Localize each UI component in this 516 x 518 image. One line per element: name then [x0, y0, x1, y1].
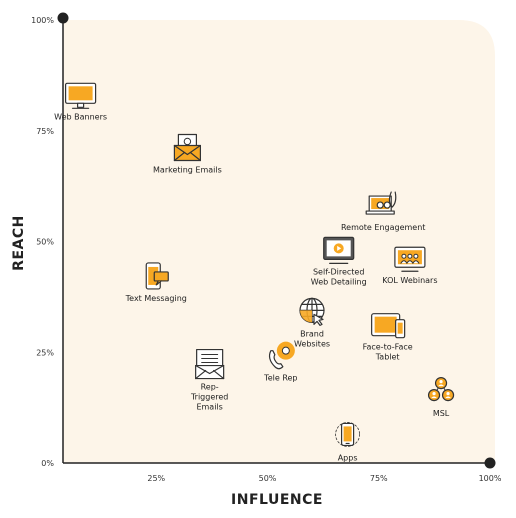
data-point-rep-triggered-emails: Rep-Triggered Emails	[190, 348, 228, 412]
data-label-kol-webinars: KOL Webinars	[382, 276, 437, 285]
tele-rep-icon	[268, 341, 295, 370]
y-tick-label: 75%	[36, 127, 54, 136]
data-point-text-messaging: Text Messaging	[125, 262, 187, 303]
y-tick-label: 25%	[36, 348, 54, 357]
x-tick-label: 25%	[147, 474, 165, 483]
y-tick-label: 100%	[31, 16, 54, 25]
data-point-face-to-face-tablet: Face-to-Face Tablet	[363, 313, 413, 362]
x-axis-end-dot	[484, 457, 496, 469]
data-label-remote-engagement: Remote Engagement	[341, 223, 425, 232]
phone-chat-icon	[145, 262, 169, 290]
data-point-kol-webinars: KOL Webinars	[382, 246, 438, 285]
data-label-self-directed-web-detailing: Self-Directed Web Detailing	[311, 267, 367, 286]
data-point-remote-engagement: Remote Engagement	[341, 191, 425, 232]
tablet-icon	[371, 313, 406, 339]
y-axis-title: REACH	[11, 215, 27, 271]
video-monitor-icon	[323, 236, 355, 264]
webinar-icon	[394, 246, 426, 272]
laptop-stethoscope-icon	[365, 191, 397, 215]
data-label-marketing-emails: Marketing Emails	[153, 165, 222, 174]
y-axis-end-dot	[57, 12, 69, 24]
y-tick-label: 50%	[36, 238, 54, 247]
globe-icon	[299, 297, 325, 326]
data-label-web-banners: Web Banners	[54, 112, 107, 121]
email-icon	[173, 133, 201, 162]
data-point-web-banners: Web Banners	[54, 82, 107, 121]
data-point-apps: Apps	[335, 422, 361, 462]
data-point-marketing-emails: Marketing Emails	[153, 133, 222, 174]
data-label-text-messaging: Text Messaging	[125, 294, 187, 303]
x-tick-label: 50%	[259, 474, 277, 483]
plot-background	[63, 20, 495, 463]
mobile-app-icon	[335, 422, 361, 447]
y-tick-label: 0%	[41, 459, 54, 468]
data-label-brand-websites: Brand Websites	[294, 329, 330, 348]
data-label-rep-triggered-emails: Rep-Triggered Emails	[190, 383, 228, 412]
x-axis-title: INFLUENCE	[231, 492, 323, 508]
inbox-icon	[195, 348, 225, 380]
data-label-tele-rep: Tele Rep	[263, 374, 297, 383]
x-tick-label: 100%	[479, 474, 502, 483]
data-point-self-directed-web-detailing: Self-Directed Web Detailing	[311, 236, 367, 286]
monitor-icon	[64, 82, 97, 109]
data-label-face-to-face-tablet: Face-to-Face Tablet	[363, 343, 413, 362]
data-label-msl: MSL	[433, 409, 450, 418]
data-point-brand-websites: Brand Websites	[294, 297, 330, 348]
data-point-tele-rep: Tele Rep	[263, 341, 298, 383]
data-label-apps: Apps	[338, 453, 358, 462]
x-tick-label: 75%	[370, 474, 388, 483]
data-point-msl: MSL	[427, 377, 455, 418]
people-network-icon	[427, 377, 455, 402]
